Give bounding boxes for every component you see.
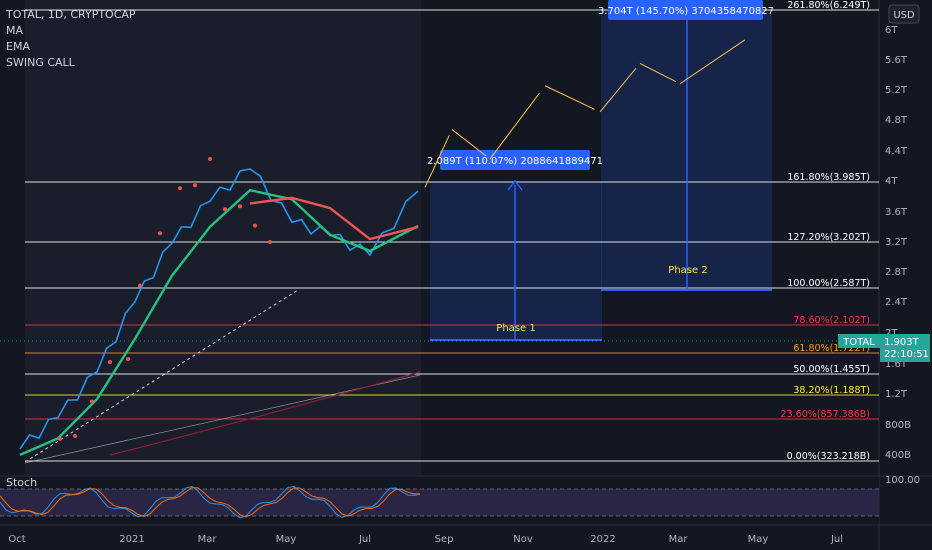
swing-marker [193,183,197,187]
fib-level-label: 0.00%(323.218B) [787,451,870,462]
price-tick-label: 400B [885,450,911,461]
price-tick-label: 5.2T [885,85,908,96]
swing-marker [90,400,94,404]
chart-legend: TOTAL, 1D, CRYPTOCAP MA EMA SWING CALL [6,7,136,71]
price-tick-label: 4.4T [885,146,908,157]
history-shade [25,0,421,475]
price-tag-value: 1.903T [884,337,920,348]
fib-level-label: 23.60%(857.386B) [781,409,870,420]
indicator-ma[interactable]: MA [6,23,136,39]
swing-marker [223,207,227,211]
symbol-line[interactable]: TOTAL, 1D, CRYPTOCAP [6,7,136,23]
time-tick-label: May [748,534,769,545]
fib-level-label: 161.80%(3.985T) [787,172,870,183]
price-tick-label: 5.6T [885,55,908,66]
price-tag-countdown: 22:10:51 [884,349,929,360]
fib-level-label: 78.60%(2.102T) [793,315,870,326]
time-tick-label: May [276,534,297,545]
measure-1-label: 2.089T (110.07%) 2088641889471 [427,156,603,167]
price-tick-label: 2.4T [885,297,908,308]
time-tick-label: 2021 [119,534,144,545]
price-tick-label: 4.8T [885,115,908,126]
fib-level-label: 50.00%(1.455T) [793,364,870,375]
price-tick-label: 2.8T [885,267,908,278]
indicator-swing-call[interactable]: SWING CALL [6,55,136,71]
price-tick-label: 1.2T [885,389,908,400]
currency-badge-label[interactable]: USD [893,10,915,21]
swing-marker [208,157,212,161]
time-tick-label: Sep [435,534,454,545]
phase-1-label: Phase 1 [496,323,535,334]
swing-marker [126,357,130,361]
time-tick-label: Jul [358,534,371,545]
time-tick-label: Mar [669,534,689,545]
indicator-ema[interactable]: EMA [6,39,136,55]
swing-marker [138,284,142,288]
price-tag-symbol: TOTAL [842,337,875,348]
price-tick-label: 4T [885,176,898,187]
swing-marker [108,360,112,364]
fib-level-label: 100.00%(2.587T) [787,278,870,289]
stoch-label: Stoch [6,476,37,489]
time-tick-label: Nov [513,534,533,545]
swing-marker [238,204,242,208]
measure-2-label: 3.704T (145.70%) 3704358470827 [598,6,774,17]
fib-level-label: 261.80%(6.249T) [787,0,870,11]
fib-level-label: 38.20%(1.188T) [793,385,870,396]
time-tick-label: Jul [830,534,843,545]
swing-marker [178,186,182,190]
swing-marker [73,434,77,438]
time-tick-label: Mar [198,534,218,545]
time-tick-label: 2022 [590,534,615,545]
price-tick-label: 3.2T [885,237,908,248]
swing-marker [58,437,62,441]
price-tick-label: 6T [885,25,898,36]
swing-marker [253,224,257,228]
time-axis[interactable]: Oct 2021 Mar May Jul Sep Nov 2022 Mar May Jul [8,534,843,545]
stoch-band [0,489,879,516]
stoch-tick: 100.00 [885,475,920,486]
fib-level-label: 127.20%(3.202T) [787,232,870,243]
price-tick-label: 800B [885,420,911,431]
time-tick-label: Oct [8,534,25,545]
phase-1-box [430,181,602,340]
phase-2-label: Phase 2 [668,265,707,276]
price-tick-label: 3.6T [885,207,908,218]
swing-marker [268,240,272,244]
swing-marker [158,231,162,235]
